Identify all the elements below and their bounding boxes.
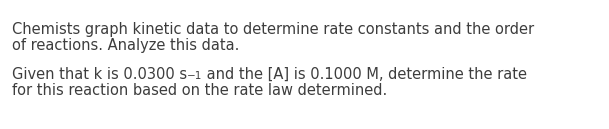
Text: for this reaction based on the rate law determined.: for this reaction based on the rate law … <box>12 83 387 98</box>
Text: Given that k is 0.0300 s: Given that k is 0.0300 s <box>12 67 187 82</box>
Text: and the [A] is 0.1000 M, determine the rate: and the [A] is 0.1000 M, determine the r… <box>203 67 527 82</box>
Text: of reactions. Analyze this data.: of reactions. Analyze this data. <box>12 38 239 53</box>
Text: −1: −1 <box>187 71 203 81</box>
Text: Chemists graph kinetic data to determine rate constants and the order: Chemists graph kinetic data to determine… <box>12 22 534 37</box>
